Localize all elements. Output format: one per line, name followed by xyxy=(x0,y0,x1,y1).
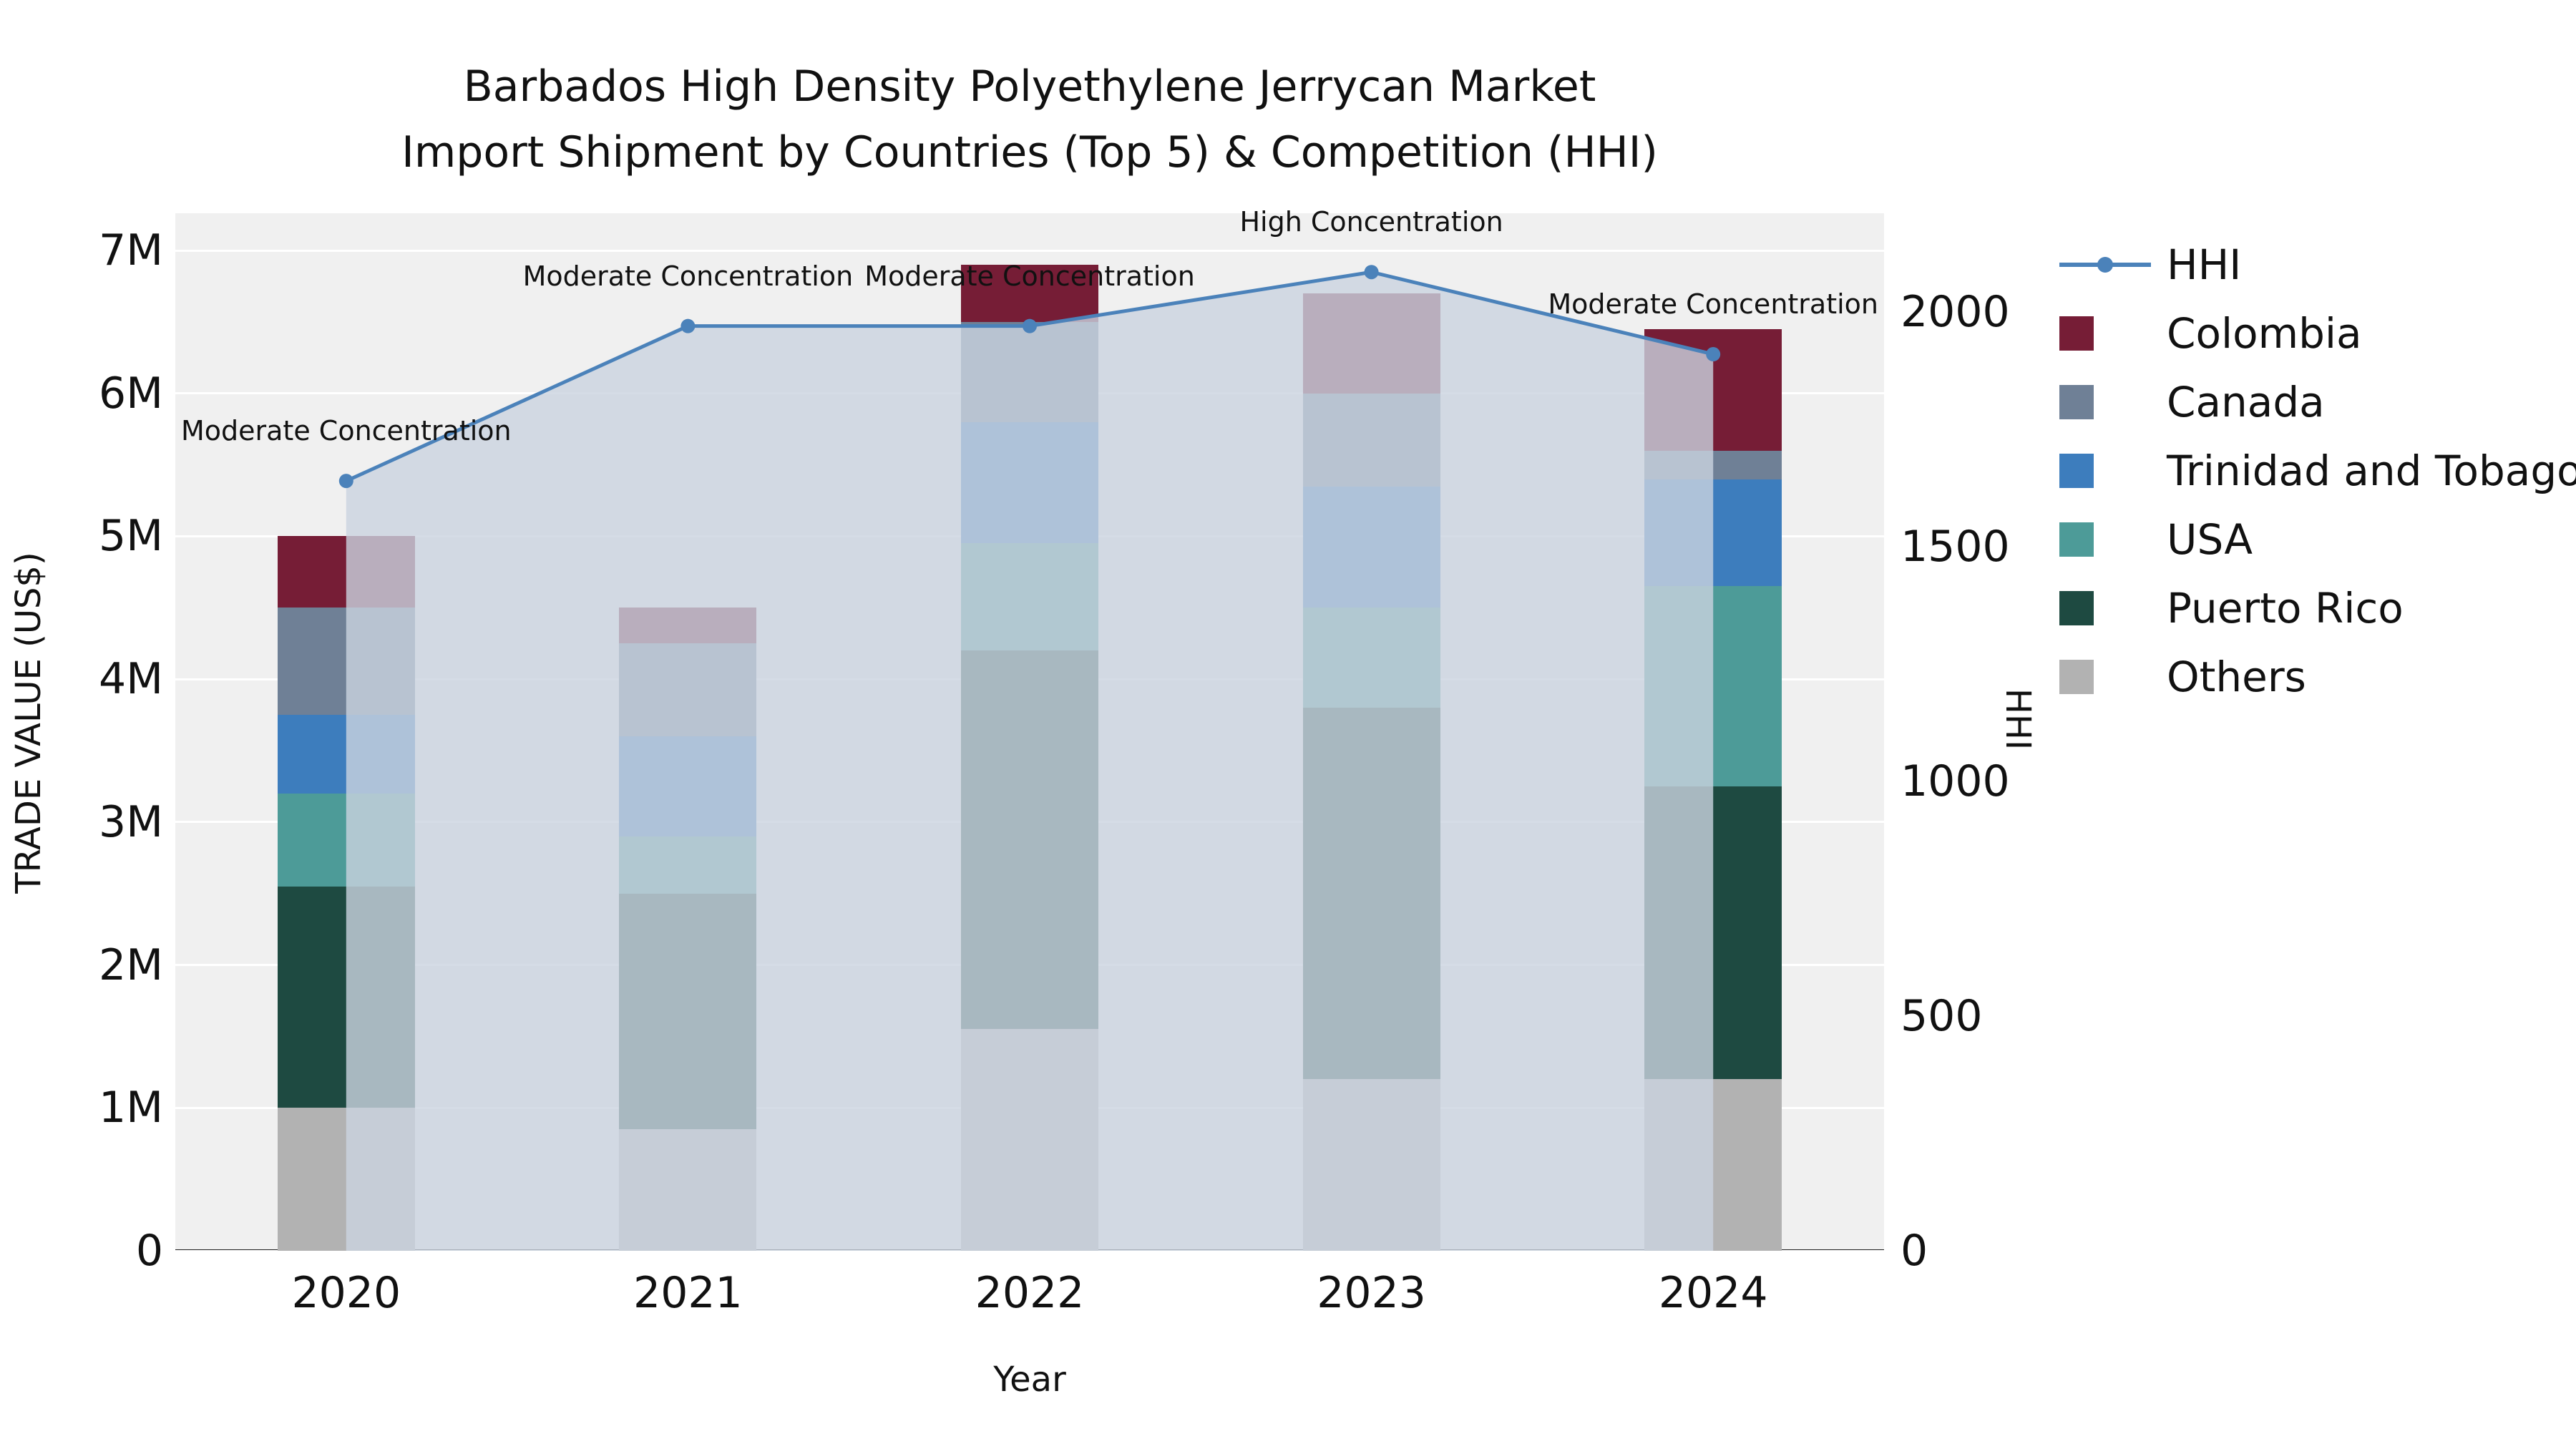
legend-item-canada: Canada xyxy=(2059,368,2576,436)
legend: HHI Colombia Canada Trinidad and Tobago USA P… xyxy=(2059,230,2576,711)
legend-item-usa: USA xyxy=(2059,505,2576,574)
legend-patch-glyph xyxy=(2059,385,2094,419)
x-tick-2020: 2020 xyxy=(291,1268,401,1318)
legend-item-colombia: Colombia xyxy=(2059,299,2576,368)
y-right-tick-2000: 2000 xyxy=(1901,287,2010,337)
legend-patch-glyph xyxy=(2059,660,2094,694)
y-right-tick-500: 500 xyxy=(1901,991,1983,1041)
legend-label: Canada xyxy=(2167,378,2325,426)
legend-label: HHI xyxy=(2167,240,2242,289)
x-tick-2022: 2022 xyxy=(975,1268,1085,1318)
chart-title-line1: Barbados High Density Polyethylene Jerry… xyxy=(463,62,1596,112)
y-left-tick-7M: 7M xyxy=(99,225,163,275)
legend-item-trinidad-and-tobago: Trinidad and Tobago xyxy=(2059,436,2576,505)
hhi-area-fill xyxy=(346,272,1714,1251)
legend-color-swatch xyxy=(2059,585,2151,631)
legend-color-swatch xyxy=(2059,379,2151,425)
hhi-line-layer xyxy=(338,265,1721,1251)
y-left-tick-0: 0 xyxy=(135,1226,163,1276)
annotation-2024: Moderate Concentration xyxy=(1548,288,1878,321)
legend-label: Others xyxy=(2167,653,2306,701)
y-left-tick-4M: 4M xyxy=(99,654,163,705)
x-axis-label: Year xyxy=(993,1360,1066,1400)
hhi-marker-2024 xyxy=(1706,347,1721,362)
hhi-marker-2021 xyxy=(680,318,696,333)
hhi-marker-2020 xyxy=(338,474,353,489)
legend-patch-glyph xyxy=(2059,591,2094,625)
legend-color-swatch xyxy=(2059,448,2151,494)
legend-patch-glyph xyxy=(2059,522,2094,557)
annotation-2022: Moderate Concentration xyxy=(864,260,1195,292)
y-left-tick-1M: 1M xyxy=(99,1083,163,1133)
legend-color-swatch xyxy=(2059,654,2151,700)
gridline-0 xyxy=(175,1249,1884,1252)
legend-item-others: Others xyxy=(2059,643,2576,711)
y-right-tick-1000: 1000 xyxy=(1901,756,2010,806)
legend-patch-glyph xyxy=(2059,454,2094,488)
gridline-7M xyxy=(175,249,1884,252)
annotation-2020: Moderate Concentration xyxy=(180,415,512,447)
plot-area: Moderate Concentration Moderate Concentra… xyxy=(175,206,1884,1252)
hhi-marker-2023 xyxy=(1364,265,1379,280)
legend-color-swatch xyxy=(2059,517,2151,562)
x-tick-2024: 2024 xyxy=(1658,1268,1768,1318)
y-axis-label-right: HHI xyxy=(1998,688,2038,751)
y-left-tick-6M: 6M xyxy=(99,368,163,419)
x-tick-2021: 2021 xyxy=(633,1268,743,1318)
legend-line-swatch xyxy=(2059,242,2151,288)
y-left-tick-3M: 3M xyxy=(99,796,163,847)
annotation-2021: Moderate Concentration xyxy=(522,260,854,292)
x-tick-2023: 2023 xyxy=(1317,1268,1426,1318)
bar-segment-2022-colombia xyxy=(961,264,1098,322)
legend-marker-dot xyxy=(2097,257,2113,273)
legend-item-puerto-rico: Puerto Rico xyxy=(2059,574,2576,643)
legend-label: Colombia xyxy=(2167,309,2362,358)
chart-title-line2: Import Shipment by Countries (Top 5) & C… xyxy=(401,127,1658,177)
y-right-tick-1500: 1500 xyxy=(1901,522,2010,572)
legend-item-hhi: HHI xyxy=(2059,230,2576,299)
y-right-tick-0: 0 xyxy=(1901,1226,1928,1276)
legend-patch-glyph xyxy=(2059,316,2094,351)
legend-label: USA xyxy=(2167,515,2253,564)
hhi-marker-2022 xyxy=(1023,318,1037,333)
y-left-tick-5M: 5M xyxy=(99,511,163,562)
legend-label: Puerto Rico xyxy=(2167,584,2404,633)
chart-title: Barbados High Density Polyethylene Jerry… xyxy=(175,54,1884,185)
y-left-tick-2M: 2M xyxy=(99,940,163,990)
legend-color-swatch xyxy=(2059,311,2151,356)
legend-label: Trinidad and Tobago xyxy=(2167,447,2576,495)
annotation-2023: High Concentration xyxy=(1239,206,1503,238)
